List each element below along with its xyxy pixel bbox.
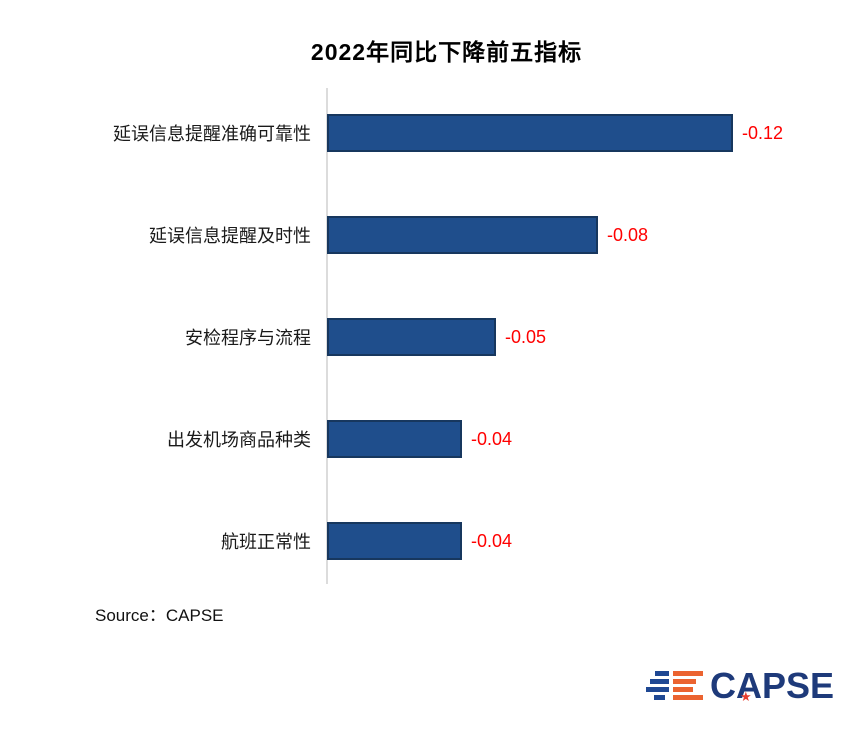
logo-bar-orange bbox=[673, 671, 703, 676]
category-label: 延误信息提醒及时性 bbox=[149, 226, 311, 246]
capse-logo-text: CAPSE bbox=[710, 665, 835, 706]
bar bbox=[327, 216, 598, 254]
value-label: -0.12 bbox=[742, 122, 784, 143]
logo-bar-orange bbox=[673, 695, 703, 700]
category-label: 航班正常性 bbox=[221, 532, 311, 552]
bar bbox=[327, 318, 496, 356]
category-label: 安检程序与流程 bbox=[185, 328, 311, 348]
bar-row: 出发机场商品种类 -0.04 bbox=[0, 388, 861, 490]
logo-bar-blue bbox=[650, 679, 669, 684]
bar-row: 延误信息提醒准确可靠性 -0.12 bbox=[0, 82, 861, 184]
logo-bar-orange bbox=[673, 687, 693, 692]
bar-rows: 延误信息提醒准确可靠性 -0.12 延误信息提醒及时性 -0.08 安检程序与流程 -0.… bbox=[0, 82, 861, 592]
source-label: Source：CAPSE bbox=[95, 606, 224, 625]
category-label: 出发机场商品种类 bbox=[167, 430, 311, 450]
logo-bar-blue bbox=[646, 687, 669, 692]
bar bbox=[327, 420, 462, 458]
bar-row: 航班正常性 -0.04 bbox=[0, 490, 861, 592]
logo-bar-orange bbox=[673, 679, 696, 684]
bar bbox=[327, 522, 462, 560]
bar-row: 安检程序与流程 -0.05 bbox=[0, 286, 861, 388]
category-label: 延误信息提醒准确可靠性 bbox=[113, 124, 311, 144]
value-label: -0.08 bbox=[607, 224, 649, 245]
capse-logo: CAPSE ★ bbox=[646, 665, 835, 706]
capse-logo-wordmark: CAPSE ★ bbox=[710, 665, 835, 706]
chart-title: 2022年同比下降前五指标 bbox=[310, 39, 583, 65]
value-label: -0.04 bbox=[471, 428, 513, 449]
logo-bar-blue bbox=[654, 695, 665, 700]
logo-bar-blue bbox=[655, 671, 669, 676]
bar bbox=[327, 114, 733, 152]
star-icon: ★ bbox=[740, 689, 752, 704]
value-label: -0.04 bbox=[471, 530, 513, 551]
capse-logo-icon bbox=[646, 671, 703, 700]
bar-row: 延误信息提醒及时性 -0.08 bbox=[0, 184, 861, 286]
value-label: -0.05 bbox=[505, 326, 547, 347]
bar-chart: 延误信息提醒准确可靠性 -0.12 延误信息提醒及时性 -0.08 安检程序与流程 -0.… bbox=[0, 82, 861, 592]
